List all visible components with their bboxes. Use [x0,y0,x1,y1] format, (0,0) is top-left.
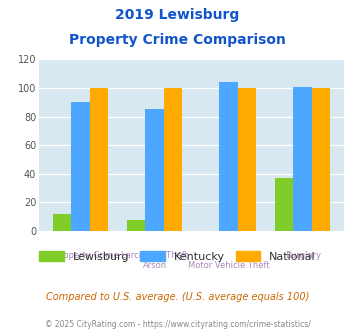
Text: Compared to U.S. average. (U.S. average equals 100): Compared to U.S. average. (U.S. average … [46,292,309,302]
Text: Larceny & Theft: Larceny & Theft [121,251,188,260]
Text: © 2025 CityRating.com - https://www.cityrating.com/crime-statistics/: © 2025 CityRating.com - https://www.city… [45,320,310,329]
Text: Property Crime Comparison: Property Crime Comparison [69,33,286,47]
Text: 2019 Lewisburg: 2019 Lewisburg [115,8,240,22]
Bar [53,214,71,231]
Bar [238,88,256,231]
Bar [127,219,146,231]
Text: Burglary: Burglary [285,251,321,260]
Bar [164,88,182,231]
Bar [146,110,164,231]
Legend: Lewisburg, Kentucky, National: Lewisburg, Kentucky, National [35,247,320,267]
Bar [219,82,238,231]
Text: Arson: Arson [143,261,167,270]
Bar [90,88,108,231]
Bar [275,178,294,231]
Bar [294,86,312,231]
Text: Motor Vehicle Theft: Motor Vehicle Theft [188,261,269,270]
Bar [312,88,331,231]
Bar [71,102,90,231]
Text: All Property Crime: All Property Crime [42,251,119,260]
